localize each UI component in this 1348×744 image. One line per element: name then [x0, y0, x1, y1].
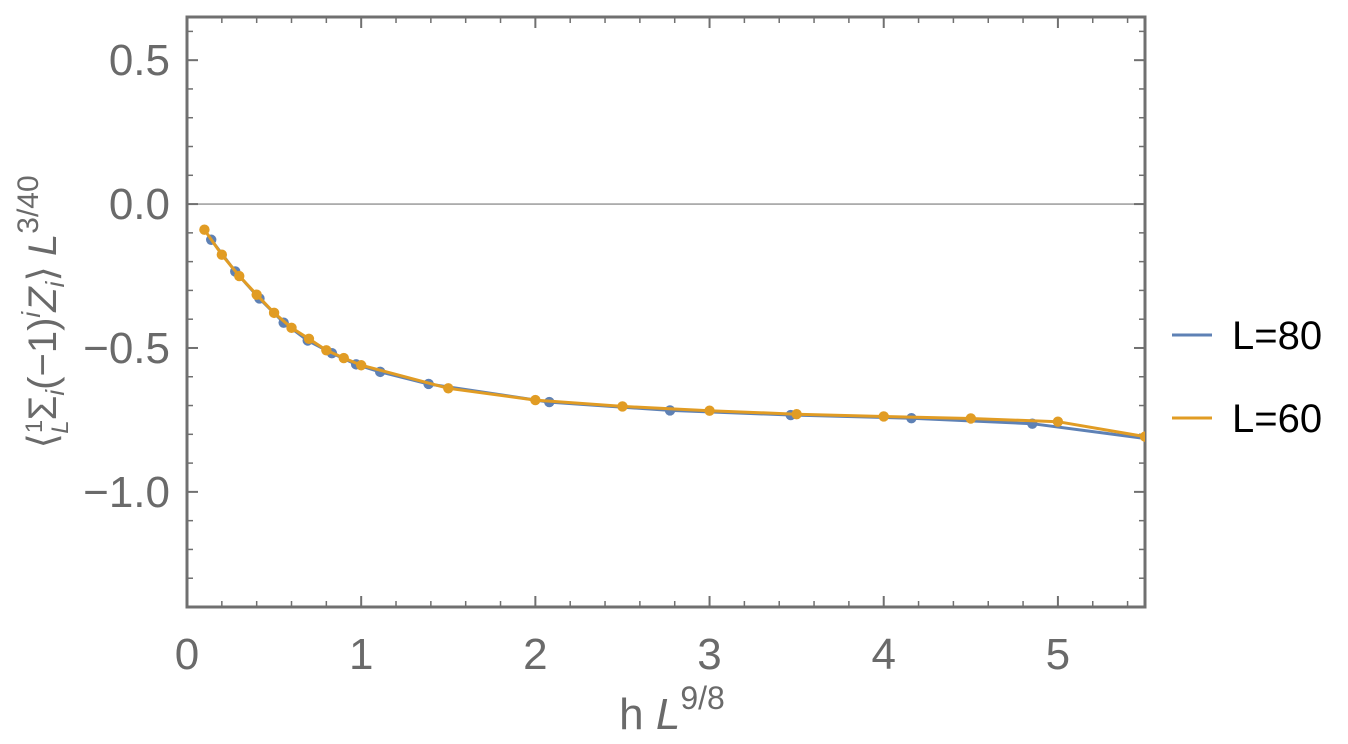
series-layer [199, 224, 1158, 444]
y-axis-label-z-index: i [40, 280, 70, 287]
data-point-l60 [443, 383, 454, 394]
x-tick-label: 0 [175, 630, 199, 679]
data-point-l60 [791, 408, 802, 420]
data-point-l60 [1052, 416, 1064, 427]
data-point-l60 [530, 394, 541, 406]
plot-frame [185, 15, 1147, 609]
data-point-l60 [965, 413, 977, 424]
legend-label-l80: L=80 [1232, 314, 1322, 358]
tick-labels: 0 1 2 3 4 5 0.5 0.0 −0.5 −1.0 [83, 36, 1070, 679]
y-axis-label-close: ⟩ [21, 266, 65, 282]
y-axis-label-sum-index: i [40, 389, 70, 396]
x-tick-label: 1 [349, 630, 373, 679]
data-point-l60 [1139, 431, 1145, 442]
data-point-l60 [234, 270, 245, 282]
y-tick-label: 0.0 [109, 180, 170, 229]
data-point-l60 [251, 289, 262, 300]
data-point-l60 [878, 411, 889, 422]
x-axis-label: h L9/8 [619, 680, 725, 739]
y-axis-label-symbol: L [21, 234, 65, 256]
series-line-l60 [203, 228, 1145, 439]
axis-ticks [186, 17, 1145, 607]
data-point-l80 [1148, 434, 1158, 444]
legend: L=80 L=60 [1172, 314, 1322, 441]
y-axis-label-z: Z [21, 286, 65, 313]
data-point-l60 [303, 333, 315, 344]
x-tick-label: 3 [697, 630, 721, 679]
y-tick-label: 0.5 [109, 36, 170, 85]
data-point-l60 [355, 360, 367, 371]
data-point-l60 [216, 249, 228, 260]
y-axis-label-frac-den: L [47, 420, 74, 433]
y-axis-label: ⟨1LΣi(−1)iZi⟩L3/40 [12, 175, 74, 448]
data-point-l60 [199, 224, 210, 235]
y-tick-label: −1.0 [83, 468, 170, 517]
y-axis-label-sum: Σ [21, 396, 65, 421]
legend-item-l60: L=60 [1172, 397, 1322, 441]
data-point-l60 [338, 352, 349, 364]
y-tick-label: −0.5 [83, 324, 170, 373]
y-axis-label-exponent: 3/40 [12, 175, 45, 233]
x-tick-label: 5 [1046, 630, 1070, 679]
data-point-l60 [704, 405, 715, 416]
plot-area [185, 15, 1147, 609]
x-axis-label-base: h [619, 690, 656, 739]
x-tick-label: 4 [871, 630, 895, 679]
y-axis-label-body-exp: i [16, 311, 46, 318]
legend-label-l60: L=60 [1232, 397, 1322, 441]
data-point-l60 [321, 345, 332, 356]
y-axis-label-body: (−1) [21, 318, 65, 390]
data-point-l60 [286, 322, 297, 334]
data-point-l60 [617, 401, 628, 412]
svg-text:⟨1LΣi(−1)iZi⟩L3/40: ⟨1LΣi(−1)iZi⟩L3/40 [12, 175, 74, 448]
x-axis-label-exponent: 9/8 [680, 680, 724, 716]
legend-item-l80: L=80 [1172, 314, 1322, 358]
y-axis-label-open: ⟨ [21, 433, 65, 449]
x-axis-label-symbol: L [656, 690, 680, 739]
x-tick-label: 2 [523, 630, 547, 679]
y-axis-label-frac-num: 1 [21, 420, 48, 433]
data-point-l60 [268, 307, 280, 319]
